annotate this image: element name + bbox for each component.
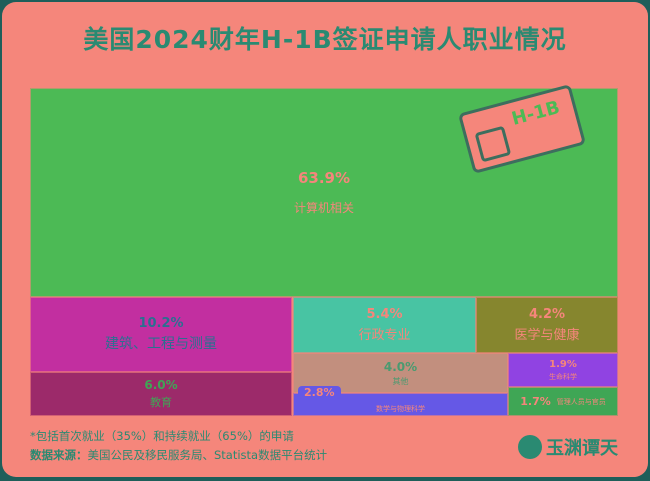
- footnote: *包括首次就业（35%）和持续就业（65%）的申请: [30, 429, 294, 443]
- tile-value-label: 2.8%: [298, 386, 341, 399]
- tile-value-label: 4.2%: [528, 307, 566, 322]
- tile-category-label: 其他: [392, 376, 409, 386]
- tile-category-label: 生命科学: [549, 372, 577, 381]
- logo-icon: [518, 435, 542, 459]
- tile-value-label: 1.9%: [549, 358, 577, 370]
- tile-category-label: 医学与健康: [514, 328, 580, 343]
- tile-value-label: 1.7%: [520, 395, 551, 408]
- tile-category-label: 计算机相关: [293, 201, 354, 215]
- tile-category-label: 行政专业: [358, 328, 411, 343]
- treemap-tile: 2.8% 数学与物理科学: [293, 386, 508, 416]
- treemap-tile: 5.4% 行政专业: [293, 297, 476, 353]
- card-label: H-1B: [509, 96, 563, 130]
- tile-value-label: 6.0%: [144, 378, 178, 392]
- tile-category-label: 建筑、工程与测量: [105, 336, 217, 352]
- logo: 玉渊谭天: [518, 434, 618, 460]
- treemap-tile: 1.9% 生命科学: [508, 353, 618, 387]
- tile-category-label: 管理人员与官员: [556, 397, 606, 406]
- treemap-tile: 4.2% 医学与健康: [476, 297, 618, 353]
- tile-value-label: 10.2%: [138, 316, 184, 331]
- treemap-tile: 10.2% 建筑、工程与测量: [30, 297, 292, 372]
- tile-value-label: 4.0%: [383, 359, 418, 374]
- chart-title: 美国2024财年H-1B签证申请人职业情况: [83, 25, 567, 54]
- tile-category-label: 教育: [150, 396, 172, 409]
- tile-value-label: 63.9%: [297, 169, 351, 187]
- source-text: 美国公民及移民服务局、Statista数据平台统计: [87, 448, 328, 462]
- source-label: 数据来源：: [30, 448, 88, 462]
- tile-category-label: 数学与物理科学: [376, 404, 425, 413]
- treemap-tile: 6.0% 教育: [30, 372, 292, 416]
- logo-text: 玉渊谭天: [546, 438, 618, 459]
- treemap-tile: 1.7% 管理人员与官员: [508, 387, 618, 416]
- tile-value-label: 5.4%: [366, 307, 403, 322]
